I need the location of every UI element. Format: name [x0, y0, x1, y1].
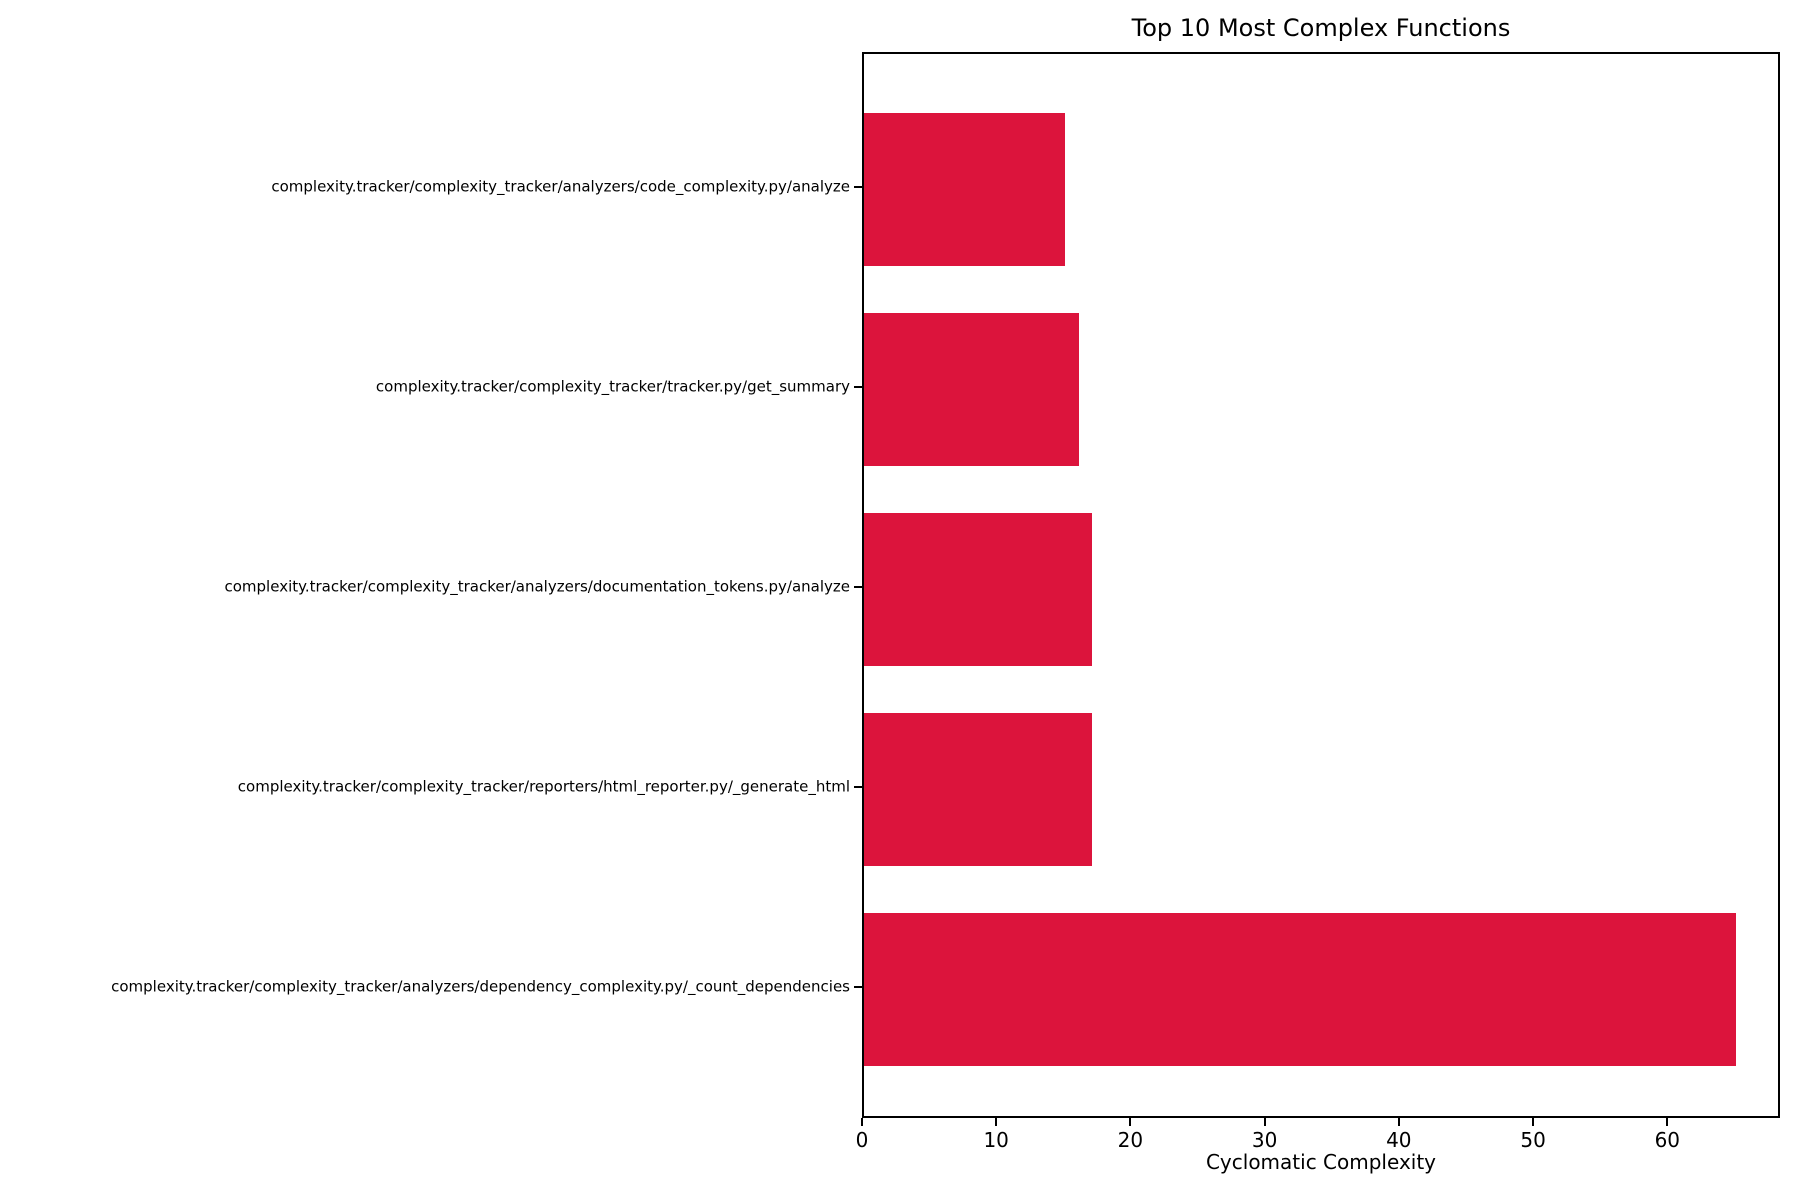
x-tick-label: 40 — [1386, 1128, 1412, 1152]
y-tick-label: complexity.tracker/complexity_tracker/an… — [224, 577, 851, 596]
bar — [864, 912, 1737, 1066]
chart-title: Top 10 Most Complex Functions — [1131, 14, 1511, 42]
bar — [864, 312, 1079, 466]
x-tick-label: 60 — [1654, 1128, 1681, 1152]
y-tick-mark — [854, 586, 862, 588]
bar — [864, 112, 1066, 266]
x-tick-mark — [1263, 1118, 1266, 1126]
bar — [864, 712, 1093, 866]
y-tick-label: complexity.tracker/complexity_tracker/tr… — [375, 377, 850, 396]
x-tick-mark — [1129, 1118, 1132, 1126]
plot-area — [862, 52, 1780, 1118]
x-tick-mark — [1532, 1118, 1535, 1126]
x-tick-label: 30 — [1251, 1128, 1278, 1152]
x-tick-label: 0 — [855, 1128, 869, 1152]
y-tick-label: complexity.tracker/complexity_tracker/an… — [271, 177, 850, 196]
x-tick-mark — [1666, 1118, 1669, 1126]
y-tick-label: complexity.tracker/complexity_tracker/re… — [237, 777, 850, 796]
x-tick-label: 50 — [1520, 1128, 1546, 1152]
x-tick-mark — [995, 1118, 998, 1126]
x-tick-mark — [1397, 1118, 1400, 1126]
y-tick-mark — [854, 386, 862, 388]
bar — [864, 512, 1093, 666]
x-tick-label: 10 — [983, 1128, 1009, 1152]
y-tick-mark — [854, 986, 862, 988]
x-axis-label: Cyclomatic Complexity — [1205, 1150, 1437, 1174]
x-tick-mark — [861, 1118, 863, 1126]
y-tick-mark — [854, 186, 862, 188]
y-tick-mark — [854, 786, 862, 788]
y-tick-label: complexity.tracker/complexity_tracker/an… — [111, 977, 850, 996]
x-tick-label: 20 — [1117, 1128, 1144, 1152]
